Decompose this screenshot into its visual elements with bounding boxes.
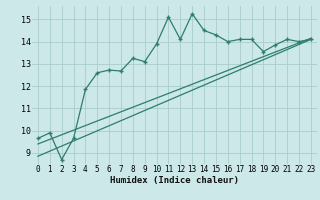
X-axis label: Humidex (Indice chaleur): Humidex (Indice chaleur) [110, 176, 239, 185]
